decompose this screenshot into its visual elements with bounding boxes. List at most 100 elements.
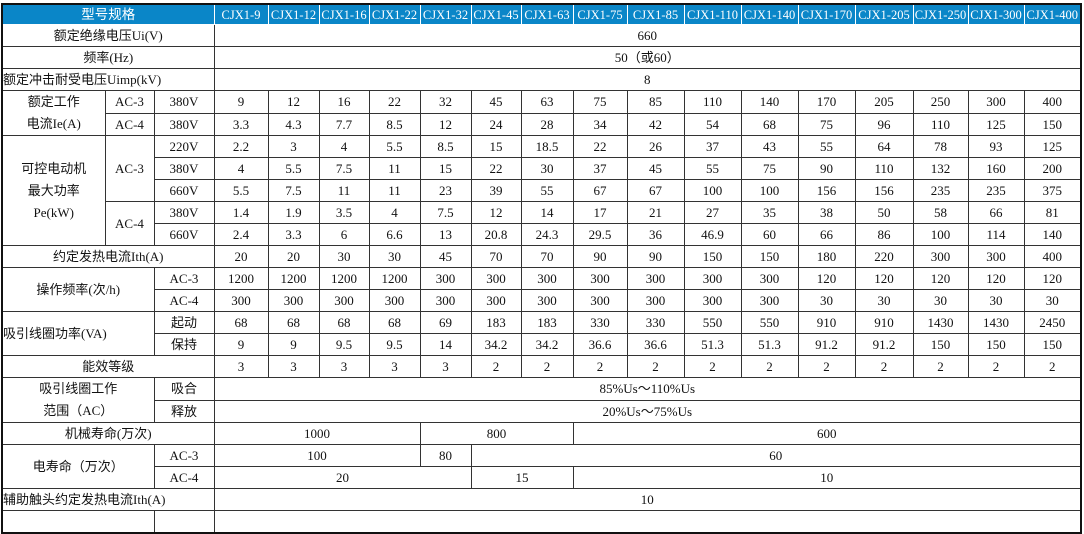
- table-cell: 300: [213, 289, 269, 312]
- table-cell: 3.5: [318, 201, 370, 224]
- table-cell: 550: [740, 311, 799, 334]
- table-cell: 1430: [967, 311, 1025, 334]
- table-cell: AC-3: [153, 444, 215, 467]
- table-cell: AC-3: [153, 267, 215, 290]
- table-cell: 1200: [368, 267, 421, 290]
- model-header-cell: CJX1-9: [213, 3, 269, 25]
- table-cell: 1.9: [267, 201, 320, 224]
- table-cell: 9.5: [318, 333, 370, 356]
- table-cell: 14: [520, 201, 574, 224]
- table-cell: 67: [626, 179, 685, 202]
- table-cell: 额定冲击耐受电压Uimp(kV): [1, 68, 215, 91]
- table-cell: 4: [213, 157, 269, 180]
- table-cell: 300: [572, 267, 628, 290]
- table-cell: 50（或60）: [213, 46, 1082, 69]
- table-cell: 156: [797, 179, 856, 202]
- table-cell: 114: [967, 223, 1025, 246]
- table-cell: 12: [267, 90, 320, 114]
- table-cell: 132: [912, 157, 969, 180]
- table-row: 660V 2.4 3.3 6 6.6 13 20.8 24.3 29.5 36 46.9 60 66 86…: [2, 223, 1082, 246]
- table-cell: 58: [912, 201, 969, 224]
- table-cell: 35: [740, 201, 799, 224]
- table-cell: 吸引线圈工作 范围（AC）: [1, 377, 155, 423]
- table-row: AC-4 20 15 10: [2, 466, 1082, 489]
- table-cell: 24: [470, 112, 522, 136]
- table-cell: 30: [854, 289, 914, 312]
- table-cell: AC-3: [104, 135, 155, 202]
- table-cell: 36: [626, 223, 685, 246]
- table-cell: 110: [683, 90, 742, 114]
- table-cell: 600: [572, 422, 1082, 445]
- table-cell: 91.2: [854, 333, 914, 356]
- table-cell: 300: [520, 267, 574, 290]
- table-cell: 34.2: [470, 333, 522, 356]
- table-cell: 吸引线圈功率(VA): [1, 311, 155, 356]
- model-header-cell: CJX1-170: [797, 3, 856, 25]
- table-cell: 2.2: [213, 135, 269, 158]
- table-cell: 183: [520, 311, 574, 334]
- table-cell: 16: [318, 90, 370, 114]
- table-cell: 55: [797, 135, 856, 158]
- table-cell: 55: [520, 179, 574, 202]
- table-cell: 51.3: [740, 333, 799, 356]
- table-cell: 17: [572, 201, 628, 224]
- table-cell: 250: [912, 90, 969, 114]
- table-cell: 2: [740, 355, 799, 378]
- table-cell: 20: [213, 245, 269, 268]
- table-cell: 45: [470, 90, 522, 114]
- table-cell: 8: [213, 68, 1082, 91]
- table-cell: 200: [1023, 157, 1082, 180]
- table-cell: 释放: [153, 399, 215, 423]
- table-cell: 660: [213, 24, 1082, 47]
- table-row: 吸引线圈工作 范围（AC） 吸合 85%Us～110%Us: [1, 377, 1082, 423]
- table-cell: 400: [1023, 245, 1082, 268]
- table-cell: 110: [912, 112, 969, 136]
- table-cell: 550: [683, 311, 742, 334]
- table-cell: 23: [419, 179, 472, 202]
- table-cell: 3.3: [213, 112, 269, 136]
- table-cell: 43: [740, 135, 799, 158]
- table-cell: 29.5: [572, 223, 628, 246]
- table-cell: 11: [368, 157, 421, 180]
- table-cell: 375: [1023, 179, 1082, 202]
- table-cell: 39: [470, 179, 522, 202]
- model-header-cell: CJX1-205: [854, 3, 914, 25]
- table-cell: 34: [572, 112, 628, 136]
- table-cell: 68: [318, 311, 370, 334]
- table-cell: 120: [854, 267, 914, 290]
- table-cell: 额定工作 电流Ie(A): [1, 90, 106, 136]
- table-cell: 81: [1023, 201, 1082, 224]
- table-cell: 2: [520, 355, 574, 378]
- table-cell: 75: [740, 157, 799, 180]
- table-cell: 330: [572, 311, 628, 334]
- table-cell: 96: [854, 112, 914, 136]
- spec-table: 型号规格 CJX1-9 CJX1-12 CJX1-16 CJX1-22 CJX1-32 CJ…: [1, 3, 1082, 534]
- table-cell: 15: [470, 135, 522, 158]
- model-header-cell: CJX1-400: [1023, 3, 1082, 25]
- model-header-cell: CJX1-22: [368, 3, 421, 25]
- table-cell: 10: [213, 488, 1082, 511]
- table-cell: 7.5: [267, 179, 320, 202]
- table-cell: 5.5: [368, 135, 421, 158]
- table-cell: 起动: [153, 311, 215, 334]
- table-cell: 30: [520, 157, 574, 180]
- table-cell: 300: [967, 245, 1025, 268]
- table-row: 频率(Hz) 50（或60）: [1, 46, 1082, 69]
- table-cell: 8.5: [419, 135, 472, 158]
- table-cell: 36.6: [572, 333, 628, 356]
- table-cell: 13: [419, 223, 472, 246]
- table-cell: 90: [626, 245, 685, 268]
- table-cell: 11: [368, 179, 421, 202]
- table-cell: 1200: [267, 267, 320, 290]
- table-cell: 300: [572, 289, 628, 312]
- table-cell: 30: [912, 289, 969, 312]
- table-cell: 30: [1023, 289, 1082, 312]
- table-cell: 75: [572, 90, 628, 114]
- table-cell: 1200: [318, 267, 370, 290]
- table-cell: 1.4: [213, 201, 269, 224]
- header-row: 型号规格 CJX1-9 CJX1-12 CJX1-16 CJX1-22 CJX1-32 CJ…: [1, 3, 1082, 25]
- table-cell: AC-4: [153, 466, 215, 489]
- table-cell: AC-3: [104, 90, 155, 114]
- table-cell: 7.5: [318, 157, 370, 180]
- table-cell: [153, 510, 215, 534]
